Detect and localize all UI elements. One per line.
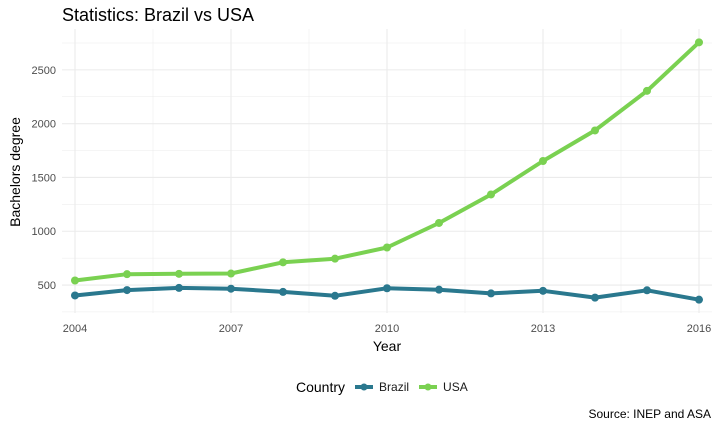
- legend: Country Brazil USA: [296, 377, 476, 397]
- y-tick-label: 1500: [32, 172, 56, 184]
- x-tick-label: 2004: [63, 323, 87, 335]
- grid-lines: [62, 29, 712, 313]
- data-point-usa: [591, 126, 599, 135]
- x-tick-label: 2016: [687, 323, 711, 335]
- x-tick-label: 2007: [219, 323, 243, 335]
- data-point-brazil: [539, 286, 547, 295]
- legend-key-point: [360, 383, 368, 391]
- legend-title: Country: [296, 379, 346, 395]
- data-point-usa: [175, 269, 183, 278]
- data-point-brazil: [695, 295, 703, 304]
- data-point-usa: [123, 270, 131, 279]
- legend-label-usa: USA: [443, 380, 468, 394]
- series-layer: [71, 38, 703, 304]
- data-point-usa: [435, 218, 443, 227]
- data-point-brazil: [487, 289, 495, 298]
- data-point-brazil: [175, 283, 183, 292]
- data-point-brazil: [71, 291, 79, 300]
- data-point-brazil: [591, 293, 599, 302]
- data-point-brazil: [435, 285, 443, 294]
- chart-title: Statistics: Brazil vs USA: [62, 5, 255, 25]
- data-point-brazil: [227, 284, 235, 293]
- y-tick-label: 500: [38, 280, 56, 292]
- data-point-usa: [487, 190, 495, 199]
- legend-label-brazil: Brazil: [379, 380, 410, 394]
- chart-caption: Source: INEP and ASA: [588, 407, 711, 421]
- x-tick-label: 2010: [375, 323, 399, 335]
- y-tick-label: 2000: [32, 119, 56, 131]
- data-point-usa: [71, 276, 79, 285]
- legend-key-brazil: [355, 383, 374, 391]
- data-point-usa: [539, 156, 547, 165]
- legend-item-brazil: Brazil: [353, 377, 409, 397]
- data-point-usa: [643, 86, 651, 95]
- legend-key-point: [424, 383, 432, 391]
- data-point-usa: [227, 269, 235, 278]
- data-point-usa: [279, 258, 287, 267]
- data-point-usa: [695, 38, 703, 47]
- x-axis-label: Year: [373, 338, 402, 354]
- data-point-brazil: [643, 286, 651, 295]
- y-axis-label: Bachelors degree: [7, 117, 23, 227]
- data-point-usa: [331, 254, 339, 263]
- y-tick-label: 1000: [32, 226, 56, 238]
- data-point-brazil: [123, 286, 131, 295]
- data-point-brazil: [331, 291, 339, 300]
- y-tick-label: 2500: [32, 65, 56, 77]
- x-tick-label: 2013: [531, 323, 555, 335]
- legend-key-usa: [419, 383, 438, 391]
- legend-item-usa: USA: [417, 377, 468, 397]
- tick-labels: 2004 2007 2010 2013 2016 500 1000 1500 2000 2500: [32, 65, 712, 335]
- data-point-brazil: [383, 284, 391, 293]
- data-point-usa: [383, 243, 391, 252]
- data-point-brazil: [279, 287, 287, 296]
